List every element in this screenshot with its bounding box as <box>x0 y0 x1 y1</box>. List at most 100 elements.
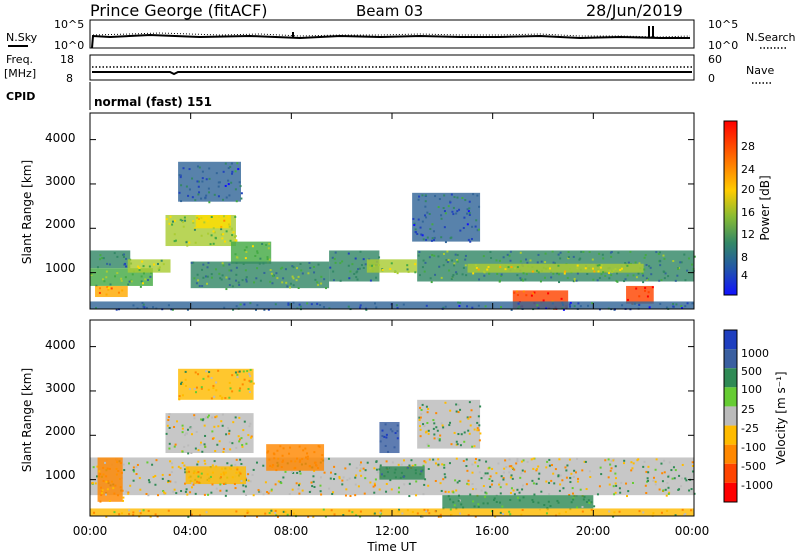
velocity-speckle <box>238 438 241 441</box>
velocity-speckle <box>607 458 610 461</box>
power-speckle <box>487 266 490 269</box>
velocity-speckle <box>188 470 191 473</box>
velocity-speckle <box>670 469 673 472</box>
power-speckle <box>236 162 239 165</box>
velocity-speckle <box>222 447 225 450</box>
power-speckle <box>659 302 662 305</box>
velocity-speckle <box>290 471 293 474</box>
velocity-colorbar-segment <box>724 387 737 407</box>
power-speckle <box>620 267 623 270</box>
velocity-speckle <box>203 459 206 462</box>
velocity-speckle <box>249 375 252 378</box>
velocity-speckle <box>222 482 225 485</box>
velocity-speckle <box>520 460 523 463</box>
power-speckle <box>295 279 298 282</box>
velocity-speckle <box>306 457 309 460</box>
time-tick-16: 16:00 <box>475 524 510 538</box>
velocity-speckle <box>660 462 663 465</box>
velocity-cell <box>178 368 254 400</box>
velocity-speckle <box>608 483 611 486</box>
velocity-speckle <box>610 467 613 470</box>
velocity-speckle <box>136 463 139 466</box>
velocity-speckle <box>668 491 671 494</box>
velocity-speckle <box>436 429 439 432</box>
power-speckle <box>470 237 473 240</box>
power-speckle <box>308 261 311 264</box>
power-speckle <box>529 259 532 262</box>
power-speckle <box>450 193 453 196</box>
velocity-speckle <box>93 511 96 514</box>
power-speckle <box>504 268 507 271</box>
velocity-speckle <box>458 499 461 502</box>
power-speckle <box>123 253 126 256</box>
velocity-speckle <box>248 379 251 382</box>
velocity-speckle <box>456 481 459 484</box>
velocity-speckle <box>540 490 543 493</box>
power-speckle <box>193 277 196 280</box>
velocity-speckle <box>132 470 135 473</box>
velocity-speckle <box>532 457 535 460</box>
power-speckle <box>142 265 145 268</box>
power-speckle <box>580 250 583 253</box>
velocity-speckle <box>172 490 175 493</box>
velocity-speckle <box>275 469 278 472</box>
velocity-speckle <box>226 462 229 465</box>
velocity-speckle <box>321 454 324 457</box>
velocity-speckle <box>233 482 236 485</box>
velocity-speckle <box>522 459 525 462</box>
velocity-speckle <box>415 480 418 483</box>
power-speckle <box>279 267 282 270</box>
power-speckle <box>198 166 201 169</box>
velocity-speckle <box>661 480 664 483</box>
velocity-speckle <box>453 504 456 507</box>
power-speckle <box>196 273 199 276</box>
power-speckle <box>210 234 213 237</box>
velocity-speckle <box>549 504 552 507</box>
velocity-speckle <box>331 492 334 495</box>
power-speckle <box>569 301 572 304</box>
velocity-speckle <box>398 486 401 489</box>
velocity-speckle <box>305 456 308 459</box>
power-speckle <box>228 225 231 228</box>
velocity-speckle <box>132 511 135 514</box>
power-speckle <box>245 278 248 281</box>
velocity-speckle <box>205 511 208 514</box>
velocity-speckle <box>630 469 633 472</box>
power-speckle <box>418 251 421 254</box>
power-speckle <box>234 253 237 256</box>
power-speckle <box>204 275 207 278</box>
velocity-speckle <box>674 514 677 517</box>
power-speckle <box>220 278 223 281</box>
power-speckle <box>508 254 511 257</box>
velocity-speckle <box>194 492 197 495</box>
power-speckle <box>416 233 419 236</box>
nsky-label: N.Sky <box>6 31 38 44</box>
power-speckle <box>306 302 309 305</box>
power-speckle <box>261 243 264 246</box>
velocity-speckle <box>448 462 451 465</box>
power-speckle <box>99 287 102 290</box>
power-speckle <box>292 301 295 304</box>
power-speckle <box>240 192 243 195</box>
velocity-speckle <box>186 428 189 431</box>
power-speckle <box>517 302 520 305</box>
power-speckle <box>454 253 457 256</box>
velocity-speckle <box>344 494 347 497</box>
velocity-speckle <box>402 459 405 462</box>
velocity-speckle <box>105 475 108 478</box>
velocity-speckle <box>374 478 377 481</box>
velocity-speckle <box>127 492 130 495</box>
velocity-speckle <box>426 443 429 446</box>
power-speckle <box>99 254 102 257</box>
power-speckle <box>659 264 662 267</box>
velocity-speckle <box>495 500 498 503</box>
velocity-speckle <box>463 431 466 434</box>
power-speckle <box>414 271 417 274</box>
velocity-speckle <box>614 491 617 494</box>
power-speckle <box>626 264 629 267</box>
velocity-plot-area <box>90 368 696 518</box>
power-speckle <box>218 272 221 275</box>
velocity-speckle <box>268 512 271 515</box>
power-speckle <box>152 306 155 309</box>
power-speckle <box>415 231 418 234</box>
